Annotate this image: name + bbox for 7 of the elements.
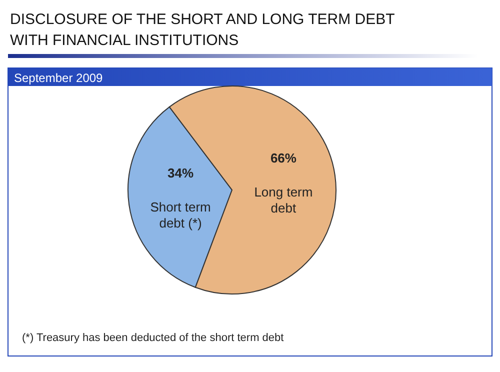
slice-label: Short term debt (*)	[150, 199, 211, 230]
chart-subtitle: September 2009	[14, 71, 104, 85]
slice-label: Long term debt	[254, 184, 313, 216]
text: (*) Treasury has been deducted of the short term debt	[22, 332, 284, 344]
data-label: 34%	[168, 165, 194, 180]
data-label: 66%	[270, 150, 297, 166]
chart-title: DISCLOSURE OF THE SHORT AND LONG TERM DEBT WITH FINANCIAL INSTITUTIONS	[10, 11, 395, 49]
